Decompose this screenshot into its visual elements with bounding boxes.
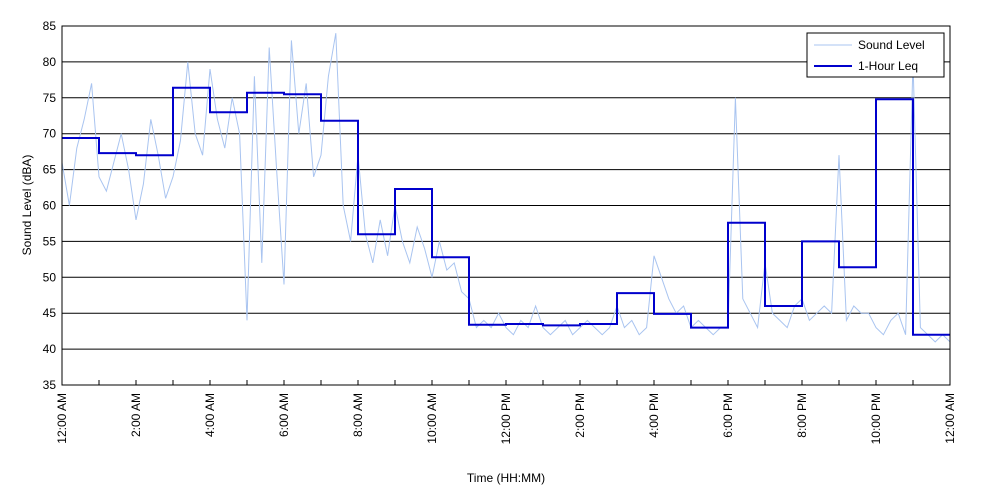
x-axis-ticks: 12:00 AM 2:00 AM 4:00 AM 6:00 AM 8:00 AM 10:0… [55, 380, 957, 444]
x-tick-label: 12:00 AM [55, 393, 69, 444]
x-tick-label: 8:00 AM [351, 393, 365, 437]
y-tick-label: 45 [43, 306, 57, 320]
y-tick-label: 35 [43, 378, 57, 392]
x-axis-title: Time (HH:MM) [467, 471, 545, 485]
x-tick-label: 8:00 PM [795, 393, 809, 438]
x-tick-label: 6:00 AM [277, 393, 291, 437]
y-tick-label: 80 [43, 55, 57, 69]
y-tick-label: 50 [43, 270, 57, 284]
y-tick-label: 55 [43, 234, 57, 248]
x-tick-label: 2:00 AM [129, 393, 143, 437]
y-tick-label: 60 [43, 199, 57, 213]
y-tick-label: 85 [43, 19, 57, 33]
x-tick-label: 2:00 PM [573, 393, 587, 438]
y-tick-label: 70 [43, 127, 57, 141]
y-tick-label: 40 [43, 342, 57, 356]
y-axis-title: Sound Level (dBA) [20, 155, 34, 256]
x-tick-label: 4:00 PM [647, 393, 661, 438]
y-axis-ticks: 35 40 45 50 55 60 65 70 75 80 85 [43, 19, 57, 392]
legend-box [806, 32, 945, 78]
y-tick-label: 75 [43, 91, 57, 105]
y-tick-label: 65 [43, 163, 57, 177]
x-tick-label: 6:00 PM [721, 393, 735, 438]
series-layer [61, 33, 951, 343]
legend-label-sound-level: Sound Level [858, 38, 925, 52]
x-tick-label: 12:00 AM [943, 393, 957, 444]
leq-step-line [62, 86, 950, 336]
x-tick-label: 12:00 PM [499, 393, 513, 444]
legend-label-leq: 1-Hour Leq [858, 59, 918, 73]
x-tick-label: 10:00 AM [425, 393, 439, 444]
x-tick-label: 4:00 AM [203, 393, 217, 437]
x-tick-label: 10:00 PM [869, 393, 883, 444]
legend: Sound Level 1-Hour Leq [806, 32, 945, 78]
